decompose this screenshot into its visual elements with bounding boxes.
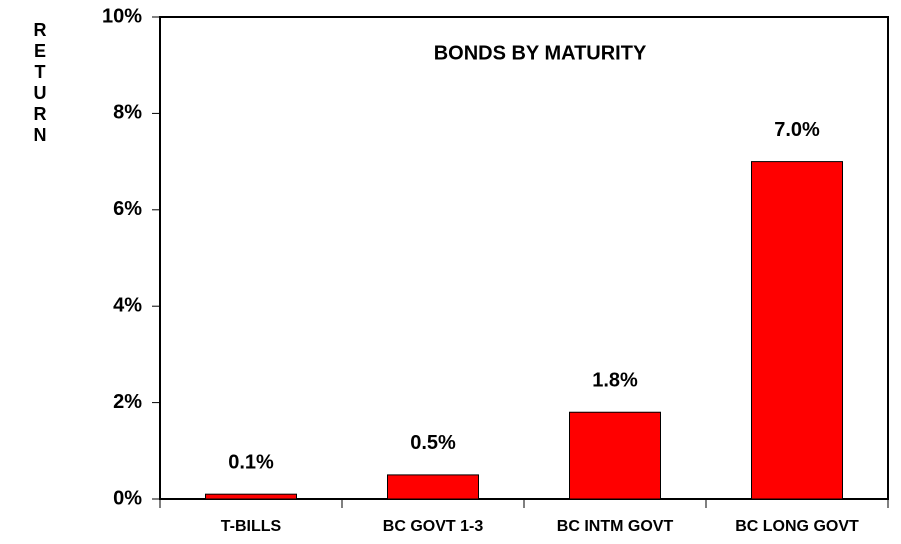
bar — [387, 474, 479, 500]
value-label: 0.5% — [410, 432, 456, 454]
bar — [751, 161, 843, 500]
y-tick-label: 10% — [102, 5, 142, 27]
value-label: 1.8% — [592, 370, 638, 392]
y-tick-label: 4% — [113, 294, 142, 316]
x-tick-label: T-BILLS — [221, 518, 282, 535]
x-tick-label: BC INTM GOVT — [557, 518, 674, 535]
x-tick-label: BC GOVT 1-3 — [383, 518, 484, 535]
bar — [569, 411, 661, 500]
chart-title: BONDS BY MATURITY — [434, 42, 647, 64]
bar — [205, 493, 297, 500]
value-label: 0.1% — [228, 451, 274, 473]
y-tick-label: 0% — [113, 487, 142, 509]
y-tick-label: 2% — [113, 391, 142, 413]
y-tick-label: 6% — [113, 198, 142, 220]
y-axis-label: RETURN — [30, 20, 50, 146]
x-tick-label: BC LONG GOVT — [735, 518, 859, 535]
y-tick-label: 8% — [113, 102, 142, 124]
value-label: 7.0% — [774, 119, 820, 141]
